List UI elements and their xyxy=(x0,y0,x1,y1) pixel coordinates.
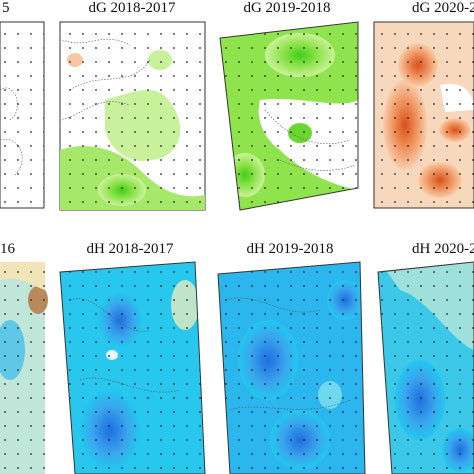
panel-title: dH 2018-2017 xyxy=(86,241,174,257)
sample-points xyxy=(218,262,365,474)
panel-title: 16 xyxy=(0,241,16,257)
sample-points xyxy=(374,22,474,208)
panel: dH 2019-2018 xyxy=(217,241,366,474)
map-frame xyxy=(59,261,206,474)
panel: dH 2018-2017 xyxy=(59,241,206,474)
map-frame xyxy=(217,261,366,474)
panel-title: dG 2019-2018 xyxy=(243,0,330,16)
panel: dH 2020-2 xyxy=(377,241,474,474)
sample-points xyxy=(60,22,205,210)
map-frame xyxy=(377,261,474,474)
panel: dG 2020-2 xyxy=(373,0,474,209)
panel: 5 xyxy=(0,0,45,209)
map-frame xyxy=(219,21,359,211)
sample-points xyxy=(60,262,205,474)
panel: dG 2019-2018 xyxy=(219,0,359,211)
panel-title: dH 2020-2 xyxy=(412,241,474,257)
panel-title: dH 2019-2018 xyxy=(246,241,333,257)
panel: 16 xyxy=(0,241,48,474)
sample-points xyxy=(220,22,358,210)
sample-points xyxy=(0,262,45,474)
panel: dG 2018-2017 xyxy=(59,0,206,211)
panel-title: dG 2020-2 xyxy=(412,0,474,16)
panel-title: dG 2018-2017 xyxy=(88,0,176,16)
sample-points xyxy=(378,262,474,474)
sample-points xyxy=(0,22,44,208)
map-frame xyxy=(373,21,474,209)
panel-title: 5 xyxy=(2,0,10,16)
